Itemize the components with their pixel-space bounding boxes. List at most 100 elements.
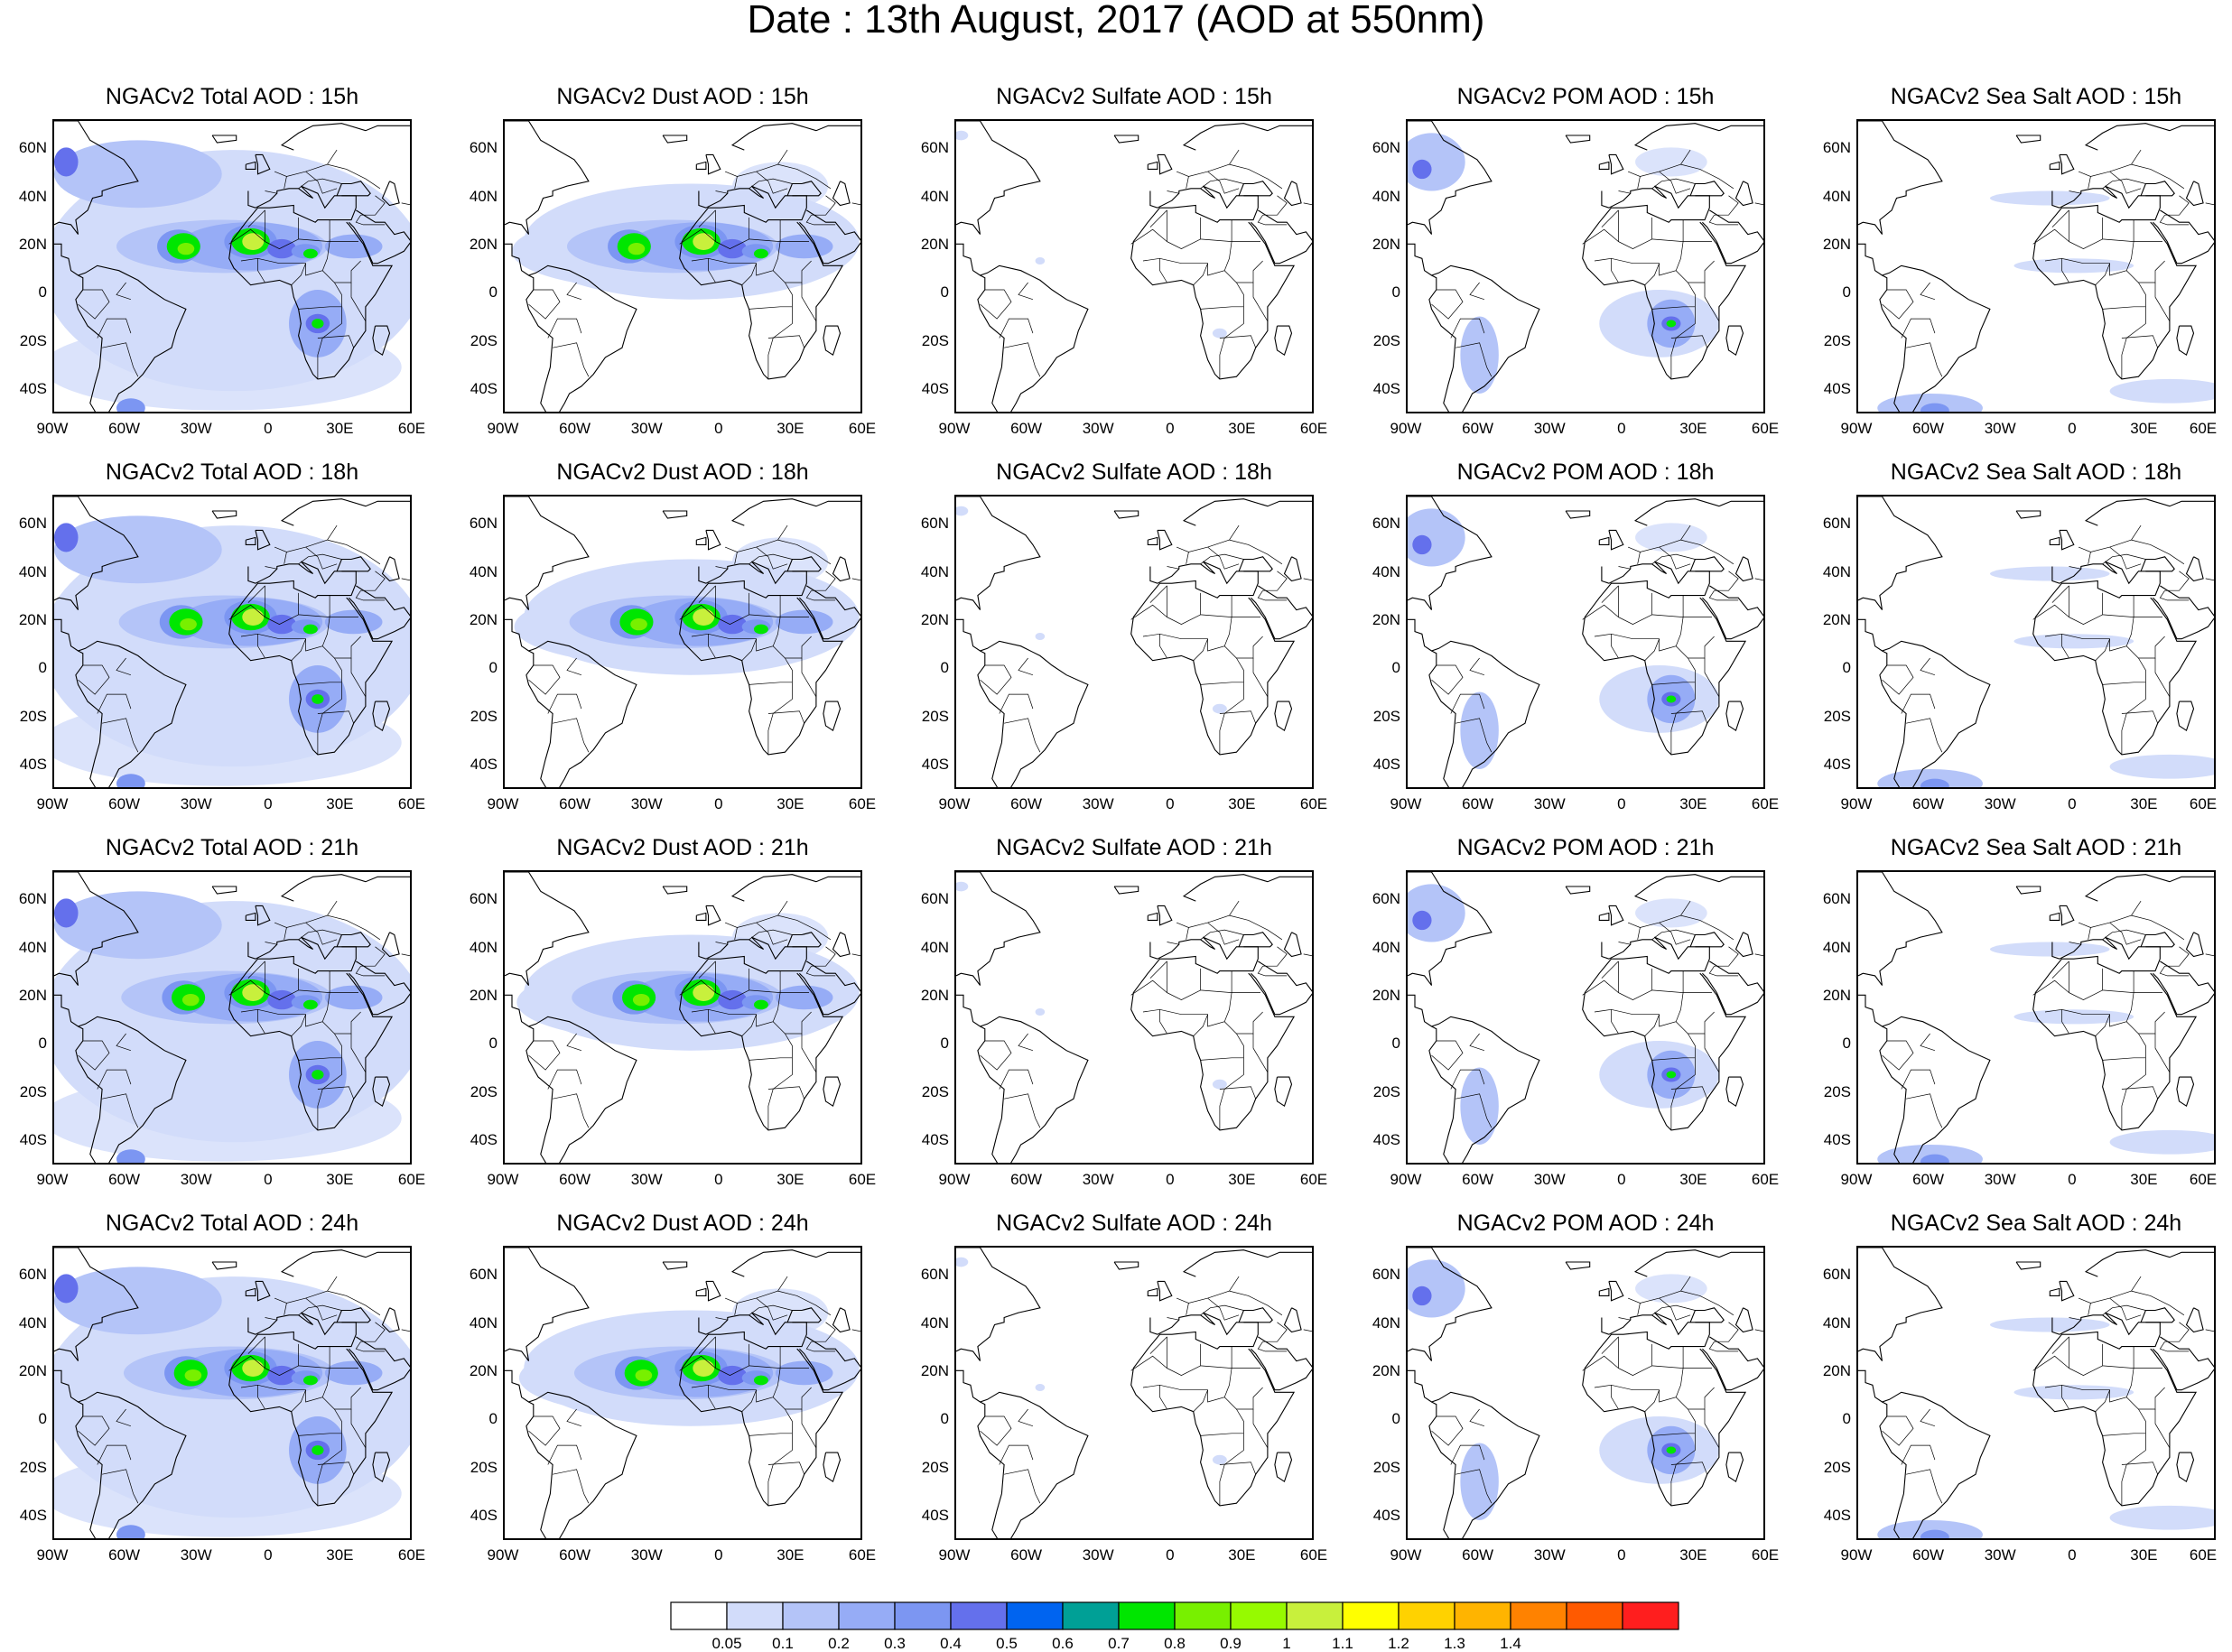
country-border (805, 966, 836, 977)
country-border (528, 289, 561, 320)
aod-contour (956, 130, 969, 141)
country-border (298, 1304, 342, 1316)
country-border (1675, 636, 1715, 659)
coastline (1858, 1248, 1943, 1361)
coastline (956, 872, 1041, 986)
coastline-layer (54, 1248, 410, 1538)
lat-tick-label: 60N (18, 139, 47, 157)
country-border (2109, 171, 2142, 194)
coastline (832, 556, 851, 582)
country-border (1450, 693, 1485, 714)
lon-tick-label: 60E (1751, 420, 1780, 437)
aod-contour (1460, 1443, 1499, 1520)
country-border (1200, 1057, 1244, 1061)
lat-tick-label: 20S (921, 1458, 949, 1476)
country-border (305, 171, 338, 194)
lat-tick-label: 40N (1822, 187, 1851, 205)
panel-title: NGACv2 Total AOD : 18h (105, 459, 359, 485)
lat-tick-label: 40S (1823, 756, 1851, 774)
lon-tick-label: 0 (2068, 1171, 2077, 1188)
aod-contour (54, 515, 222, 584)
coastline (1565, 1261, 1591, 1270)
country-border (1004, 1093, 1041, 1128)
country-border (1252, 283, 1269, 321)
country-border (999, 693, 1034, 714)
map-panel (52, 870, 412, 1165)
aod-contour (242, 233, 265, 250)
country-border (2102, 553, 2146, 565)
country-border (2069, 942, 2081, 945)
coastline (662, 510, 688, 519)
lat-tick-label: 20N (18, 235, 47, 253)
country-border (715, 209, 749, 249)
map-panel (1856, 870, 2216, 1165)
country-border (1207, 922, 1240, 945)
coastline (695, 536, 707, 545)
coastline-layer (1408, 1248, 1763, 1538)
lat-tick-label: 20S (470, 707, 498, 725)
country-border (2061, 634, 2069, 659)
coastline (2153, 961, 2214, 1016)
aod-contour (2013, 1009, 2134, 1025)
coastline-layer (1408, 872, 1763, 1163)
country-border (1257, 590, 1288, 601)
country-border (401, 1329, 410, 1332)
country-border (741, 1389, 757, 1412)
coastline (832, 1307, 851, 1333)
country-border (265, 566, 277, 570)
coastline (228, 1312, 394, 1507)
map-panel (1406, 1246, 1765, 1540)
coastline (1130, 185, 1296, 380)
country-border (698, 961, 716, 979)
aod-contour (753, 624, 768, 635)
country-border (2121, 657, 2146, 755)
aod-contour (184, 1369, 202, 1382)
lat-tick-label: 60N (1822, 515, 1851, 533)
country-border (317, 1408, 342, 1506)
colorbar-swatch (1622, 1601, 1679, 1630)
coastline (54, 1248, 139, 1361)
coastline (1157, 1280, 1173, 1302)
coastline (1408, 121, 1493, 235)
country-border (291, 638, 306, 661)
lon-tick-label: 30E (326, 1171, 354, 1188)
lon-tick-label: 30W (1984, 420, 2016, 437)
lat-tick-label: 20N (1372, 986, 1400, 1004)
lat-tick-label: 40S (19, 1507, 47, 1525)
lat-tick-label: 40S (470, 1507, 498, 1525)
lat-tick-label: 40S (1823, 380, 1851, 398)
coastline (2059, 153, 2075, 175)
colorbar-swatch (1286, 1601, 1344, 1630)
coastline (1725, 701, 1744, 732)
aod-field (54, 1267, 410, 1538)
aod-contour (267, 989, 296, 1010)
country-border (327, 914, 381, 941)
coastline (1734, 556, 1753, 582)
aod-field (514, 537, 860, 675)
lat-tick-label: 40N (469, 187, 498, 205)
aod-contour (267, 614, 296, 635)
map-panel (503, 1246, 862, 1540)
aod-contour (1635, 147, 1707, 177)
panel-title: NGACv2 Total AOD : 21h (105, 835, 359, 860)
country-border (2121, 1086, 2159, 1100)
country-border (767, 1033, 793, 1130)
coastline (1565, 135, 1591, 144)
lat-tick-label: 20S (921, 331, 949, 349)
country-border (327, 1290, 381, 1316)
country-border (2131, 914, 2185, 941)
coastline (255, 1280, 271, 1302)
country-border (1159, 634, 1167, 659)
country-border (355, 590, 386, 601)
lat-tick-label: 20S (19, 707, 47, 725)
aod-contour (2109, 1129, 2214, 1155)
country-border (102, 1469, 139, 1504)
country-border (1594, 1368, 1684, 1403)
coastline (525, 1026, 553, 1163)
country-border (2164, 946, 2190, 967)
lon-tick-label: 30E (777, 795, 804, 812)
country-border (1176, 149, 1240, 177)
country-border (698, 585, 716, 603)
country-border (1708, 1341, 1739, 1352)
coastline (1238, 181, 1273, 197)
